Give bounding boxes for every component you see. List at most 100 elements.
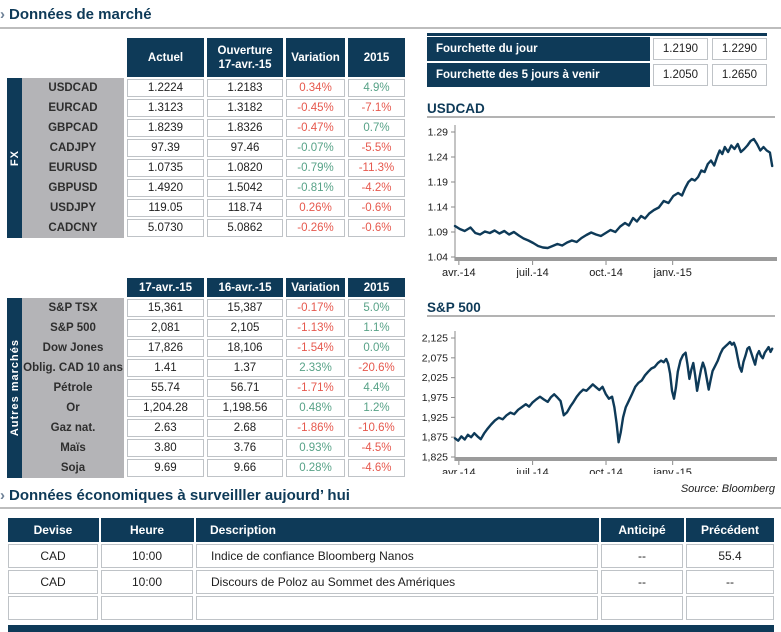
markets-value-cell: -10.6% [348,419,405,437]
fx-value-cell: -5.5% [348,139,405,157]
section-divider [0,27,781,29]
fx-value-cell: 1.0820 [207,159,283,177]
y-tick-label: 1,875 [422,432,448,444]
fx-col-header: Ouverture 17-avr.-15 [207,38,283,77]
markets-col-header: 2015 [348,278,405,297]
range-value-cell: 1.2290 [712,38,767,60]
y-tick-label: 1.14 [428,202,449,214]
markets-value-cell: 9.69 [127,459,204,477]
fx-value-cell: 1.0735 [127,159,204,177]
econ-cell: Discours de Poloz au Sommet des Amérique… [196,570,598,594]
x-tick-label: oct.-14 [589,267,623,278]
chart-title-divider [427,116,775,118]
econ-col-header: Anticipé [618,523,666,537]
fx-value-cell: -7.1% [348,99,405,117]
fx-col-header: Actuel [127,38,204,77]
y-tick-label: 1,825 [422,452,448,464]
fx-value-cell: -4.2% [348,179,405,197]
fx-row-label: GBPUSD [48,182,98,194]
econ-cell: 55.4 [686,544,774,568]
range-value-cell: 1.2190 [653,38,708,60]
sp500-line-chart: 1,825 1,875 1,925 1,975 2,025 2,075 2,125 avr.-… [422,331,777,474]
markets-value-cell: 56.71 [207,379,283,397]
markets-row-label: Oblig. CAD 10 ans [23,362,123,374]
other-markets-table: 17-avr.-15 16-avr.-15 Variation 2015 Autres … [7,278,405,478]
fx-value-cell: 1.4920 [127,179,204,197]
econ-header-separator [193,518,196,542]
econ-cell [601,596,683,620]
markets-value-cell: -0.17% [286,299,345,317]
econ-col-header: Devise [33,523,73,537]
fx-value-cell: -0.47% [286,119,345,137]
x-tick-label: oct.-14 [589,467,623,474]
markets-value-cell: -1.86% [286,419,345,437]
markets-value-cell: 1,198.56 [207,399,283,417]
markets-value-cell: 1.2% [348,399,405,417]
markets-value-cell: 2,105 [207,319,283,337]
markets-row-label: Dow Jones [42,342,104,354]
fx-value-cell: -0.26% [286,219,345,237]
econ-footer-bar [8,625,774,632]
fx-value-cell: 4.9% [348,79,405,97]
fx-row-label: USDJPY [49,202,97,214]
markets-row-label: S&P 500 [50,322,96,334]
markets-value-cell: -20.6% [348,359,405,377]
markets-col-header: 17-avr.-15 [127,278,204,297]
markets-value-cell: 5.0% [348,299,405,317]
markets-label-column: S&P TSX S&P 500 Dow Jones Oblig. CAD 10 ans… [22,298,124,478]
fx-row-label: CADJPY [49,142,97,154]
fx-value-cell: 1.3123 [127,99,204,117]
markets-row-label: Or [66,402,80,414]
economic-section-header: › Données économiques à surveilller aujo… [0,487,500,504]
econ-col-header: Heure [129,523,164,537]
markets-value-cell: 55.74 [127,379,204,397]
markets-value-cell: 1.37 [207,359,283,377]
data-line [453,137,774,250]
markets-value-cell: 2.68 [207,419,283,437]
y-tick-label: 2,025 [422,372,448,384]
chevron-right-icon: › [0,487,5,504]
markets-value-cell: 4.4% [348,379,405,397]
econ-cell: CAD [8,570,98,594]
range-row-label: Fourchette des 5 jours à venir [427,63,650,87]
fx-value-cell: 5.0730 [127,219,204,237]
market-section-title: Données de marché [9,6,152,23]
econ-cell [101,596,193,620]
markets-sidebar-label: Autres marchés [8,339,21,437]
chevron-right-icon: › [0,6,5,23]
markets-value-cell: -1.71% [286,379,345,397]
markets-value-cell: 0.93% [286,439,345,457]
y-tick-label: 1,975 [422,392,448,404]
markets-value-cell: -4.5% [348,439,405,457]
fx-value-cell: 119.05 [127,199,204,217]
y-tick-label: 2,075 [422,352,448,364]
markets-value-cell: 3.76 [207,439,283,457]
markets-value-cell: 0.28% [286,459,345,477]
markets-row-label: Soja [60,462,86,474]
econ-header-separator [98,518,101,542]
fx-value-cell: 1.8239 [127,119,204,137]
x-tick-label: janv.-15 [653,467,692,474]
sp500-chart-title: S&P 500 [427,300,481,315]
fx-value-cell: -0.6% [348,199,405,217]
markets-value-cell: -1.54% [286,339,345,357]
econ-header-separator [598,518,601,542]
y-tick-label: 1,925 [422,412,448,424]
econ-header-bar [8,518,774,542]
fx-value-cell: 1.2224 [127,79,204,97]
chart-title-divider [427,315,775,317]
econ-col-header: Description [210,523,277,537]
markets-value-cell: 1,204.28 [127,399,204,417]
markets-value-cell: 3.80 [127,439,204,457]
fx-value-cell: -0.45% [286,99,345,117]
fx-value-cell: 97.39 [127,139,204,157]
section-divider [0,507,781,509]
fx-row-label: CADCNY [48,222,98,234]
markets-value-cell: -4.6% [348,459,405,477]
fx-col-header: 2015 [348,38,405,77]
fx-table: Actuel Ouverture 17-avr.-15 Variation 2015 F… [7,38,405,238]
markets-value-cell: 9.66 [207,459,283,477]
fx-value-cell: -0.07% [286,139,345,157]
fx-row-label: GBPCAD [48,122,98,134]
fx-value-cell: 1.8326 [207,119,283,137]
